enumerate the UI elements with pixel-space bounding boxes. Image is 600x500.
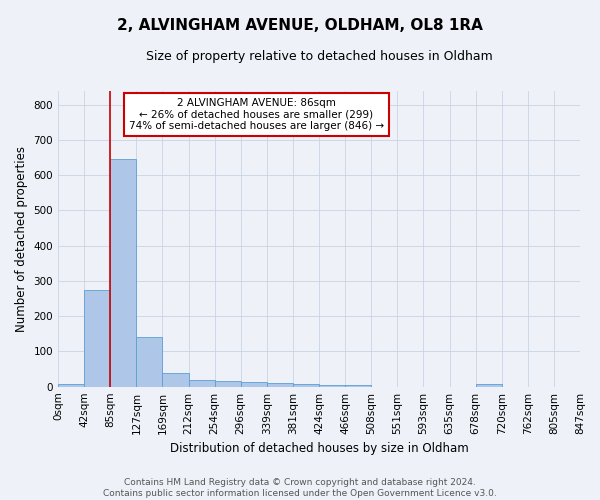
- Bar: [476, 384, 502, 386]
- Y-axis label: Number of detached properties: Number of detached properties: [15, 146, 28, 332]
- Text: Contains HM Land Registry data © Crown copyright and database right 2024.
Contai: Contains HM Land Registry data © Crown c…: [103, 478, 497, 498]
- X-axis label: Distribution of detached houses by size in Oldham: Distribution of detached houses by size …: [170, 442, 469, 455]
- Bar: [136, 338, 163, 386]
- Bar: [241, 382, 267, 386]
- Bar: [163, 374, 188, 386]
- Bar: [293, 384, 319, 386]
- Bar: [345, 385, 371, 386]
- Bar: [319, 384, 345, 386]
- Title: Size of property relative to detached houses in Oldham: Size of property relative to detached ho…: [146, 50, 493, 63]
- Bar: [110, 160, 136, 386]
- Bar: [188, 380, 215, 386]
- Bar: [84, 290, 110, 386]
- Text: 2 ALVINGHAM AVENUE: 86sqm
← 26% of detached houses are smaller (299)
74% of semi: 2 ALVINGHAM AVENUE: 86sqm ← 26% of detac…: [129, 98, 384, 131]
- Bar: [215, 382, 241, 386]
- Text: 2, ALVINGHAM AVENUE, OLDHAM, OL8 1RA: 2, ALVINGHAM AVENUE, OLDHAM, OL8 1RA: [117, 18, 483, 32]
- Bar: [58, 384, 84, 386]
- Bar: [267, 383, 293, 386]
